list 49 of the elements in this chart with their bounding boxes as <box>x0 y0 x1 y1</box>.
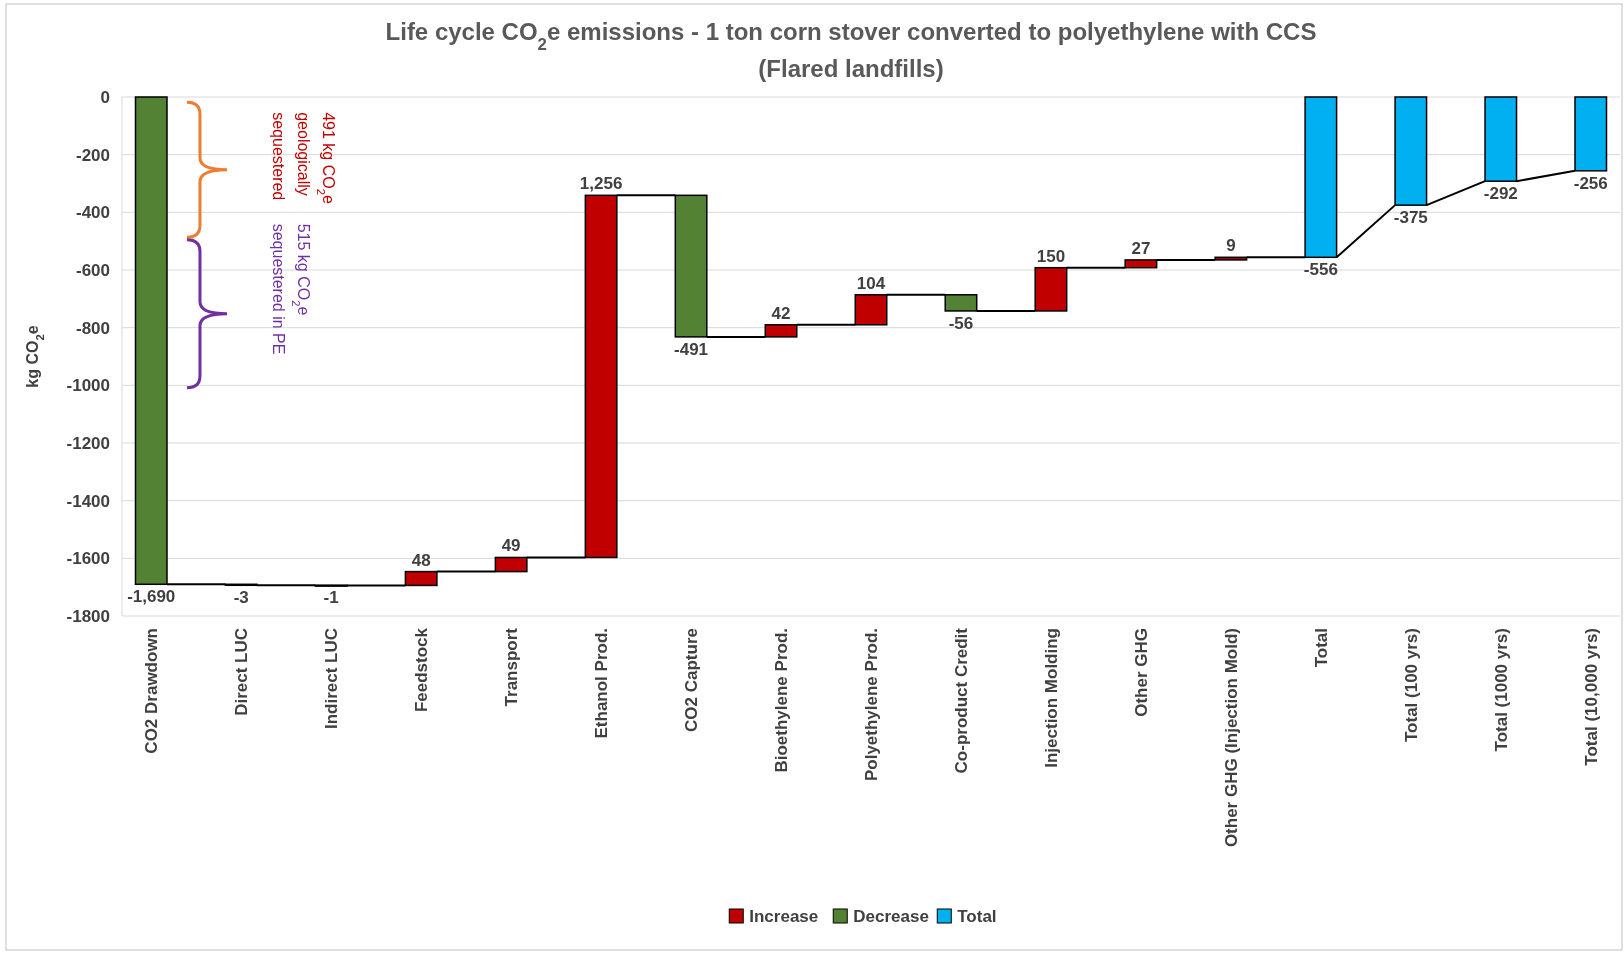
x-tick-label: Other GHG <box>1131 628 1151 717</box>
data-label: 104 <box>856 273 886 293</box>
x-tick-label: Direct LUC <box>232 628 252 716</box>
y-tick-label: -1600 <box>66 549 110 569</box>
x-tick-label: Indirect LUC <box>322 628 342 730</box>
y-tick-label: -400 <box>75 203 110 223</box>
data-label: -375 <box>1393 208 1428 228</box>
data-label: -56 <box>948 313 974 333</box>
x-tick-label: Other GHG (Injection Mold) <box>1221 628 1241 848</box>
y-tick-label: 0 <box>100 88 110 107</box>
legend-label: Total <box>957 907 997 926</box>
data-label: 27 <box>1131 238 1151 258</box>
x-tick-label: Ethanol Prod. <box>592 628 612 739</box>
data-label: 49 <box>501 536 521 556</box>
data-label: -1 <box>323 588 339 608</box>
data-label: -256 <box>1573 173 1608 193</box>
data-label: -1,690 <box>127 587 176 607</box>
x-tick-label: Transport <box>502 627 522 707</box>
x-tick-label: Polyethylene Prod. <box>862 628 881 782</box>
y-tick-label: -800 <box>75 318 110 338</box>
x-tick-label: Total (10,000 yrs) <box>1581 628 1601 766</box>
data-label: -556 <box>1303 260 1338 280</box>
y-tick-label: -1200 <box>66 434 110 453</box>
chart-subtitle: (Flared landfills) <box>758 55 944 82</box>
data-label: -292 <box>1483 184 1518 204</box>
x-tick-label: Injection Molding <box>1041 628 1061 768</box>
x-tick-label: CO2 Drawdown <box>142 628 162 754</box>
data-label: 9 <box>1226 236 1236 256</box>
x-tick-label: Total (100 yrs) <box>1401 628 1421 743</box>
data-label: 150 <box>1036 246 1066 266</box>
data-label: -491 <box>674 339 709 359</box>
y-tick-label: -600 <box>75 261 110 280</box>
data-label: -3 <box>233 588 249 608</box>
data-label: 1,256 <box>579 174 623 194</box>
x-tick-label: CO2 Capture <box>682 628 702 732</box>
x-tick-label: Total <box>1311 628 1331 668</box>
data-label: 48 <box>411 550 431 570</box>
chart-title: Life cycle CO$_{2}$e emissions - 1 ton corn stover converted to polyethylene with CCS <box>385 18 1317 54</box>
x-tick-label: Total (1000 yrs) <box>1491 628 1511 752</box>
y-tick-label: -1000 <box>66 376 110 396</box>
data-label: 42 <box>771 303 791 323</box>
legend-label: Increase <box>749 907 819 926</box>
x-tick-label: Bioethylene Prod. <box>772 628 792 773</box>
y-tick-label: -1800 <box>66 607 110 626</box>
legend-label: Decrease <box>853 907 929 926</box>
y-tick-label: -1400 <box>66 491 110 511</box>
y-tick-label: -200 <box>75 145 110 165</box>
x-tick-label: Co-product Credit <box>951 627 971 774</box>
x-tick-label: Feedstock <box>412 627 432 713</box>
